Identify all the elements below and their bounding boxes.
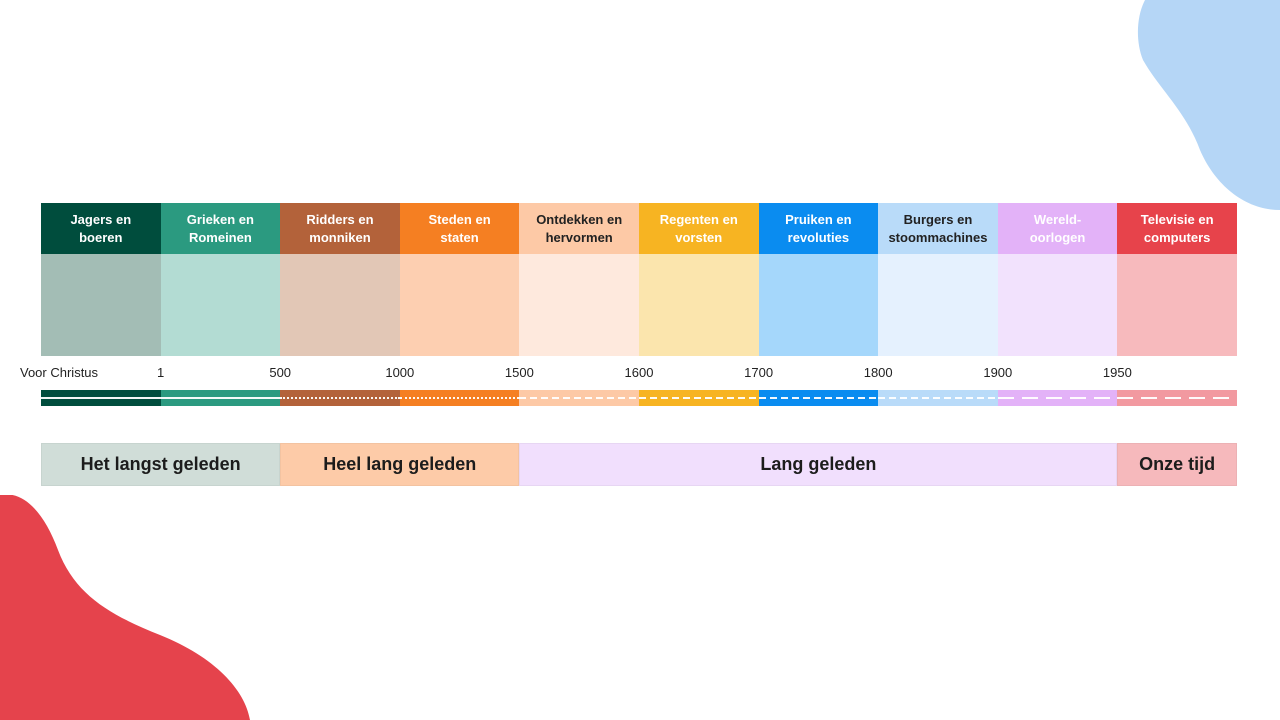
period-bands: Het langst geleden Heel lang geleden Lang …: [41, 443, 1237, 486]
timeline-bar-segment: [638, 390, 759, 406]
year-label: Voor Christus: [20, 365, 99, 380]
era-body: [280, 254, 400, 356]
year-label: 1900: [983, 365, 1013, 380]
timeline-bar-segment: [1117, 390, 1237, 406]
era-title: Grieken en Romeinen: [160, 203, 281, 254]
year-label: 1800: [863, 365, 893, 380]
timeline-bar-segment: [997, 390, 1118, 406]
era-body: [399, 254, 520, 356]
era-body: [638, 254, 759, 356]
timeline-bar-line: [519, 397, 639, 399]
year-label: 1950: [1102, 365, 1132, 380]
period-band: Het langst geleden: [41, 443, 281, 486]
era-column: Wereld- oorlogen: [997, 203, 1118, 356]
era-title: Steden en staten: [399, 203, 520, 254]
era-column: Ridders en monniken: [280, 203, 400, 356]
timeline-bar-segment: [160, 390, 281, 406]
era-body: [519, 254, 639, 356]
timeline-bar-line: [638, 397, 759, 399]
decorative-blob-top-right: [1137, 0, 1280, 210]
timeline-bar-line: [1117, 397, 1237, 399]
era-title: Televisie en computers: [1117, 203, 1237, 254]
era-body: [41, 254, 161, 356]
era-body: [878, 254, 998, 356]
era-body: [758, 254, 879, 356]
timeline-bar-line: [160, 397, 281, 399]
era-body: [1117, 254, 1237, 356]
era-column: Regenten en vorsten: [638, 203, 759, 356]
timeline-bar-segment: [41, 390, 161, 406]
era-title: Ridders en monniken: [280, 203, 400, 254]
year-label: 1600: [624, 365, 654, 380]
era-columns: Jagers en boeren Grieken en Romeinen Ridde…: [41, 203, 1237, 356]
timeline-bar-line: [878, 397, 998, 399]
era-title: Ontdekken en hervormen: [519, 203, 639, 254]
period-band: Lang geleden: [519, 443, 1118, 486]
timeline-bar-line: [758, 397, 879, 399]
era-body: [997, 254, 1118, 356]
year-label: 1700: [744, 365, 774, 380]
era-title: Jagers en boeren: [41, 203, 161, 254]
timeline-bar-segment: [280, 390, 400, 406]
year-label: 1000: [385, 365, 415, 380]
period-band: Onze tijd: [1117, 443, 1237, 486]
era-timeline: Jagers en boeren Grieken en Romeinen Ridde…: [41, 203, 1237, 356]
timeline-bar-line: [997, 397, 1118, 399]
timeline-bar-line: [41, 397, 161, 399]
decorative-blob-bottom-left: [0, 495, 250, 720]
era-column: Pruiken en revoluties: [758, 203, 879, 356]
timeline-bar-segment: [878, 390, 998, 406]
timeline-bar-line: [399, 397, 520, 399]
era-title: Pruiken en revoluties: [758, 203, 879, 254]
era-body: [160, 254, 281, 356]
era-column: Burgers en stoommachines: [878, 203, 998, 356]
era-title: Regenten en vorsten: [638, 203, 759, 254]
timeline-bar-segment: [399, 390, 520, 406]
timeline-bar-segment: [758, 390, 879, 406]
year-label: 1: [156, 365, 165, 380]
era-column: Televisie en computers: [1117, 203, 1237, 356]
era-column: Jagers en boeren: [41, 203, 161, 356]
year-label: 500: [269, 365, 292, 380]
era-column: Ontdekken en hervormen: [519, 203, 639, 356]
timeline-bar: [41, 390, 1237, 406]
timeline-bar-segment: [519, 390, 639, 406]
era-title: Wereld- oorlogen: [997, 203, 1118, 254]
era-column: Steden en staten: [399, 203, 520, 356]
year-axis: Voor Christus 1 500 1000 1500 1600 1700 1800 190…: [0, 363, 1280, 383]
year-label: 1500: [504, 365, 534, 380]
era-column: Grieken en Romeinen: [160, 203, 281, 356]
period-band: Heel lang geleden: [280, 443, 520, 486]
timeline-bar-line: [280, 397, 400, 399]
era-title: Burgers en stoommachines: [878, 203, 998, 254]
